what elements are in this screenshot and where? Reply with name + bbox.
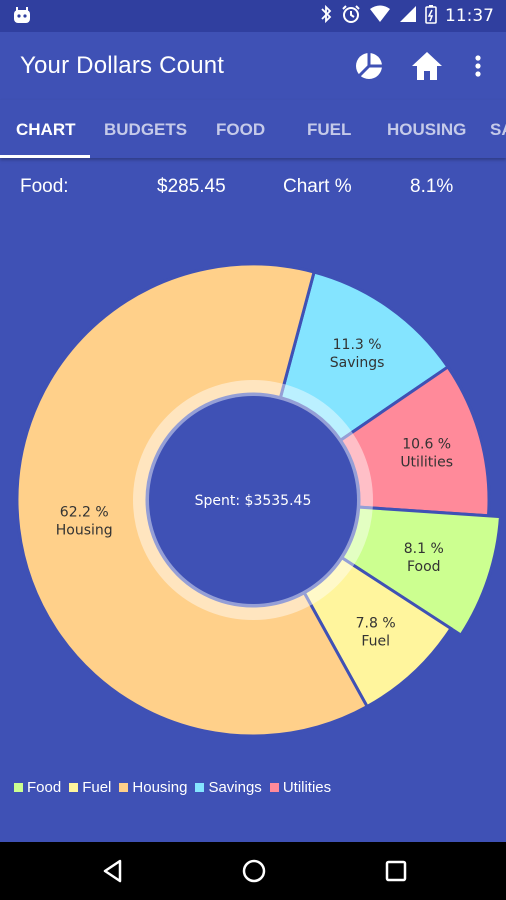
legend-label: Housing <box>132 779 188 796</box>
slice-housing[interactable] <box>15 262 370 738</box>
alarm-icon <box>341 4 361 29</box>
slice-label-utilities: 10.6 % Utilities <box>400 437 453 471</box>
navigation-bar <box>0 842 506 900</box>
summary-chart-percent: 8.1% <box>410 176 454 197</box>
status-time: 11:37 <box>445 6 494 26</box>
legend-swatch <box>69 783 79 792</box>
more-options-icon[interactable] <box>466 50 490 82</box>
back-icon[interactable] <box>96 854 130 888</box>
slice-food[interactable] <box>339 505 503 638</box>
legend-label: Utilities <box>282 779 332 796</box>
pie-chart-icon[interactable] <box>353 50 385 82</box>
slice-label-food: 8.1 % Food <box>404 541 444 575</box>
legend-swatch <box>119 783 129 792</box>
center-total-label: Spent: $3535.45 <box>195 493 312 509</box>
legend-label: Food <box>27 779 62 796</box>
tab-housing[interactable]: HOUSING <box>387 120 467 139</box>
tab-savings[interactable]: SA <box>490 120 506 139</box>
bluetooth-icon <box>319 4 333 29</box>
legend-label: Fuel <box>82 779 112 796</box>
signal-icon <box>399 5 417 28</box>
slice-label-savings: 11.3 % Savings <box>330 337 385 371</box>
status-bar: 11:37 <box>0 0 506 32</box>
legend-item-housing: Housing <box>119 779 187 796</box>
donut-inner-ring <box>133 380 373 620</box>
slice-savings[interactable] <box>278 270 450 443</box>
legend-item-food: Food <box>14 779 61 796</box>
chart-legend: Food Fuel Housing Savings Utilities <box>14 779 331 796</box>
recents-icon[interactable] <box>379 854 413 888</box>
tab-indicator <box>0 155 90 158</box>
home-nav-icon[interactable] <box>237 854 271 888</box>
donut-hole <box>149 396 357 604</box>
legend-swatch <box>14 783 23 792</box>
slice-label-housing: 62.2 % Housing <box>56 505 113 539</box>
legend-item-savings: Savings <box>195 779 262 796</box>
donut-chart-svg: 11.3 % Savings 10.6 % Utilities 8.1 % Food 7.8… <box>15 262 503 738</box>
legend-swatch <box>269 783 279 792</box>
legend-swatch <box>195 783 205 792</box>
summary-category-label: Food: <box>20 176 69 197</box>
legend-label: Savings <box>208 779 262 796</box>
summary-chart-label: Chart % <box>283 176 352 197</box>
slice-label-fuel: 7.8 % Fuel <box>356 616 396 650</box>
tab-chart[interactable]: CHART <box>16 120 76 139</box>
legend-item-fuel: Fuel <box>69 779 111 796</box>
home-icon[interactable] <box>410 50 442 82</box>
status-icons: 11:37 <box>319 0 494 32</box>
legend-item-utilities: Utilities <box>269 779 332 796</box>
battery-icon <box>425 4 437 29</box>
tab-budgets[interactable]: BUDGETS <box>104 120 188 139</box>
app-bar: Your Dollars Count <box>0 32 506 100</box>
donut-chart[interactable]: 11.3 % Savings 10.6 % Utilities 8.1 % Food 7.8… <box>0 250 506 750</box>
tab-bar: CHART BUDGETS FOOD FUEL HOUSING SA <box>0 100 506 158</box>
tab-food[interactable]: FOOD <box>216 120 266 139</box>
summary-amount: $285.45 <box>157 176 226 197</box>
app-title: Your Dollars Count <box>20 52 225 79</box>
tab-fuel[interactable]: FUEL <box>307 120 352 139</box>
android-notification-icon <box>12 6 32 31</box>
wifi-icon <box>369 5 391 28</box>
